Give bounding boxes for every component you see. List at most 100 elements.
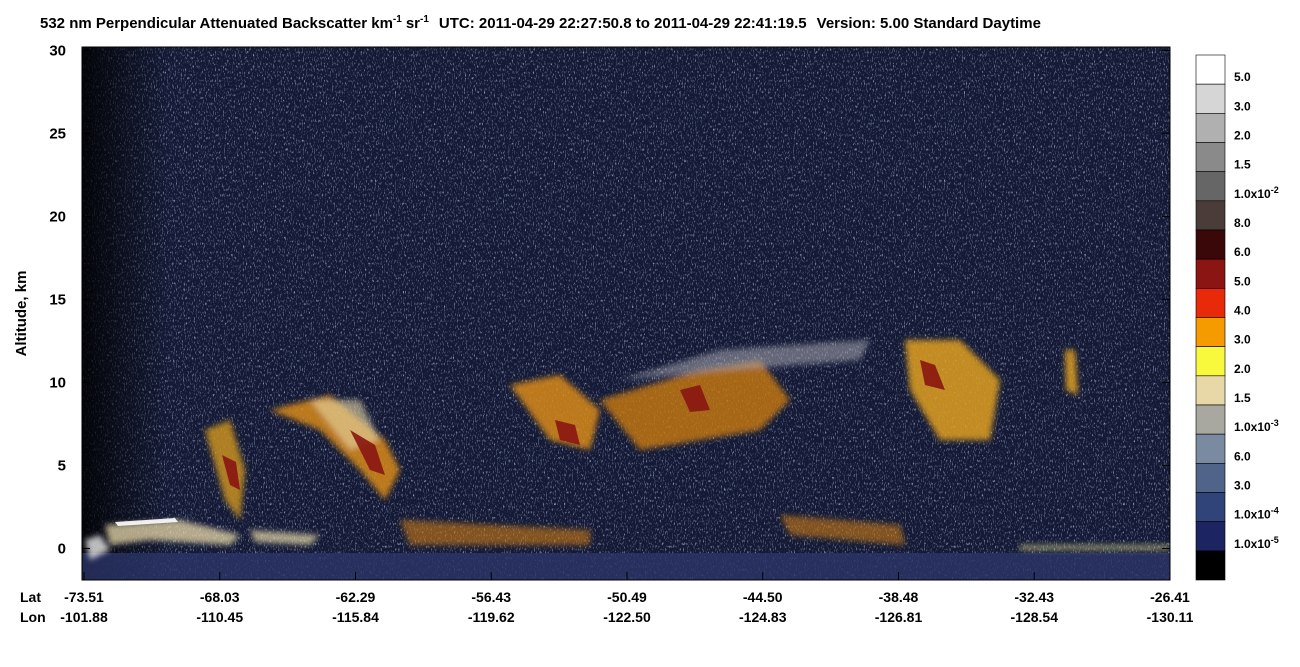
ground-band [82,553,1170,580]
colorbar-label-text: 4.0 [1234,304,1251,318]
colorbar-swatch [1195,346,1226,377]
heatmap [82,47,1170,580]
colorbar-label-exponent: -4 [1271,506,1279,516]
y-tick-label: 20 [49,208,66,225]
colorbar-label: 1.5 [1234,391,1251,405]
x-tick-label: -130.11 [1147,609,1194,625]
x-tick-label: -101.88 [60,609,108,625]
colorbar-label-text: 1.0x10 [1234,537,1271,551]
colorbar-label-text: 3.0 [1234,99,1251,113]
plot-frame [81,46,1171,581]
colorbar-swatch [1195,404,1226,435]
colorbar-label: 2.0 [1234,129,1251,143]
axes: 0 5 10 15 20 25 30 Altitude, km Lat Lon -73.51 -101… [13,42,1194,625]
colorbar-swatch [1195,288,1226,318]
y-axis-label: Altitude, km [13,271,30,357]
x-tick-label: -26.41 [1150,589,1190,605]
colorbar-label-text: 2.0 [1234,129,1251,143]
colorbar-label: 1.0x10-5 [1234,535,1279,551]
colorbar-label-exponent: -3 [1271,418,1279,428]
x-tick-label: -32.43 [1014,589,1054,605]
x-tick-label: -38.48 [879,589,919,605]
x-tick-label: -50.49 [607,589,647,605]
x-row-label: Lon [20,609,46,625]
colorbar-label-exponent: -5 [1271,535,1279,545]
colorbar: 5.03.02.01.51.0x10-28.06.05.04.03.02.01.… [1195,54,1279,581]
colorbar-label-text: 1.0x10 [1234,420,1271,434]
x-tick-label: -128.54 [1011,609,1059,625]
colorbar-label-text: 3.0 [1234,479,1251,493]
x-tick-label: -56.43 [471,589,511,605]
colorbar-label-text: 5.0 [1234,70,1251,84]
colorbar-label: 3.0 [1234,99,1251,113]
colorbar-label-text: 1.5 [1234,391,1251,405]
colorbar-label-text: 1.5 [1234,158,1251,172]
colorbar-label: 1.5 [1234,158,1251,172]
x-tick-label: -73.51 [64,589,104,605]
title-superscript: -1 [393,14,402,25]
colorbar-swatch [1195,463,1226,493]
cloud-cores [115,360,945,526]
y-tick-label: 5 [58,457,66,474]
colorbar-label: 1.0x10-2 [1234,185,1279,201]
colorbar-label: 6.0 [1234,245,1251,259]
colorbar-swatch [1195,433,1226,464]
colorbar-swatch [1195,550,1226,581]
chart-title: 532 nm Perpendicular Attenuated Backscat… [40,14,1041,32]
x-tick-label: -122.50 [603,609,651,625]
x-row-label: Lat [20,589,41,605]
title-text: UTC: 2011-04-29 22:27:50.8 to 2011-04-29… [439,15,807,32]
x-tick-label: -110.45 [196,609,243,625]
colorbar-swatch [1195,54,1226,85]
colorbar-label-text: 1.0x10 [1234,508,1271,522]
colorbar-label: 5.0 [1234,274,1251,288]
colorbar-swatch [1195,83,1226,114]
colorbar-label-exponent: -2 [1271,185,1279,195]
x-tick-label: -119.62 [468,609,515,625]
colorbar-label: 6.0 [1234,449,1251,463]
title-text: sr [406,15,420,32]
colorbar-label: 3.0 [1234,479,1251,493]
colorbar-label: 4.0 [1234,304,1251,318]
colorbar-swatch [1195,521,1226,552]
colorbar-label-text: 8.0 [1234,216,1251,230]
x-tick-label: -126.81 [875,609,923,625]
colorbar-label-text: 1.0x10 [1234,187,1271,201]
colorbar-label-text: 3.0 [1234,333,1251,347]
colorbar-label-text: 6.0 [1234,449,1251,463]
y-tick-label: 15 [49,291,66,308]
colorbar-label: 1.0x10-3 [1234,418,1279,434]
colorbar-label: 8.0 [1234,216,1251,230]
colorbar-swatch [1195,258,1226,289]
colorbar-label: 2.0 [1234,362,1251,376]
x-tick-label: -124.83 [739,609,787,625]
colorbar-swatch [1195,229,1226,260]
colorbar-swatch [1195,200,1226,231]
colorbar-label: 5.0 [1234,70,1251,84]
colorbar-swatch [1195,142,1226,172]
x-tick-label: -115.84 [332,609,379,625]
colorbar-swatch [1195,171,1226,202]
x-tick-label: -68.03 [200,589,240,605]
title-text: 532 nm Perpendicular Attenuated Backscat… [40,15,393,32]
colorbar-swatch [1195,492,1226,522]
colorbar-label: 3.0 [1234,333,1251,347]
colorbar-label-text: 2.0 [1234,362,1251,376]
colorbar-label-text: 6.0 [1234,245,1251,259]
colorbar-label-text: 5.0 [1234,274,1251,288]
y-tick-label: 25 [49,125,66,142]
y-tick-label: 0 [58,540,66,557]
y-tick-label: 30 [49,42,66,59]
x-tick-label: -62.29 [336,589,376,605]
x-tick-label: -44.50 [743,589,783,605]
title-text: Version: 5.00 Standard Daytime [817,15,1041,32]
colorbar-label: 1.0x10-4 [1234,506,1279,522]
edge-shade [82,47,1170,580]
title-superscript: -1 [420,14,429,25]
y-tick-label: 10 [49,374,66,391]
colorbar-swatch [1195,113,1226,143]
colorbar-swatch [1195,317,1226,347]
colorbar-swatch [1195,375,1226,406]
